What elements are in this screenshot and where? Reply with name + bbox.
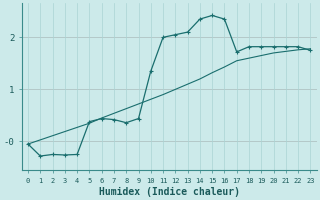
X-axis label: Humidex (Indice chaleur): Humidex (Indice chaleur) (99, 186, 240, 197)
